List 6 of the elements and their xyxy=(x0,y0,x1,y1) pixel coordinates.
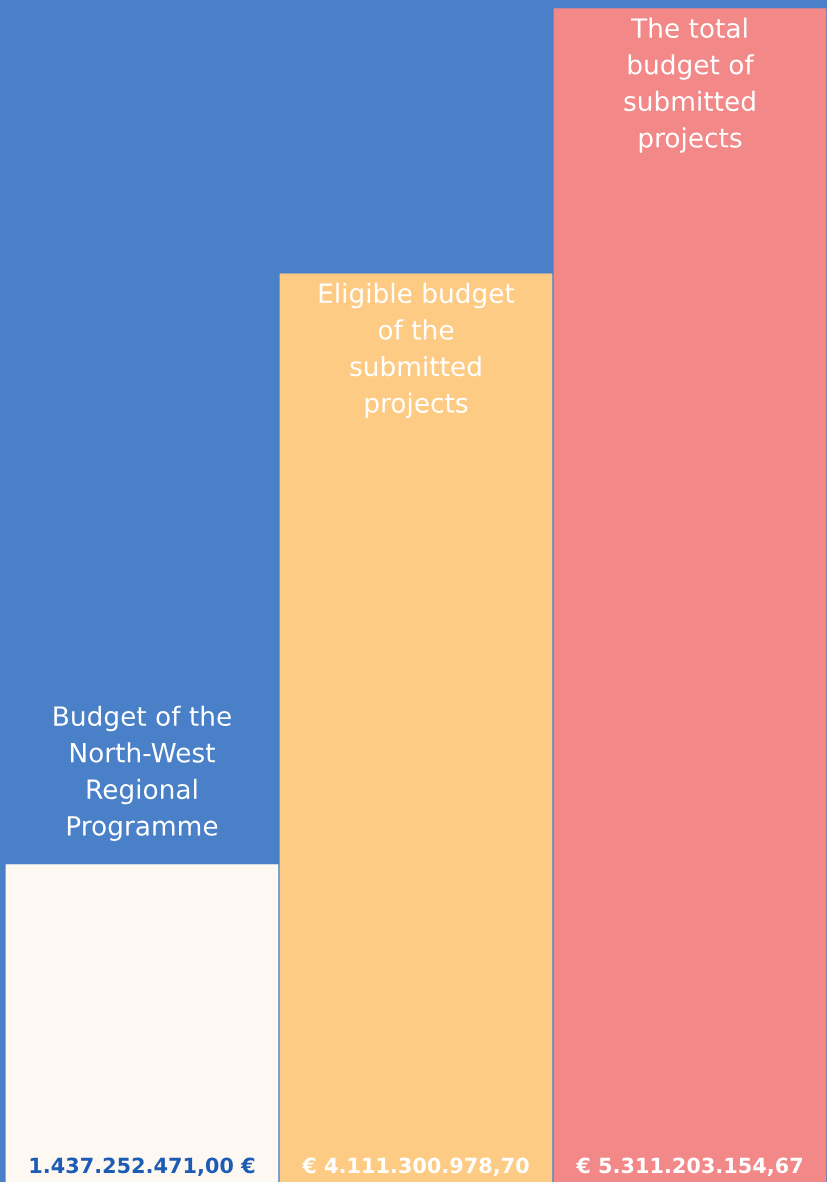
x-tick-label: The total budget of submitted projects xyxy=(624,17,755,153)
data-label: € 4.111.300.978,70 xyxy=(301,1157,529,1176)
x-tick-label: Budget of the North-West Regional Programme xyxy=(54,705,231,841)
data-label: 1.437.252.471,00 € xyxy=(30,1157,255,1176)
x-tick-label: Eligible budget of the submitted projects xyxy=(319,282,515,419)
data-label: € 5.311.203.154,67 xyxy=(575,1157,803,1176)
